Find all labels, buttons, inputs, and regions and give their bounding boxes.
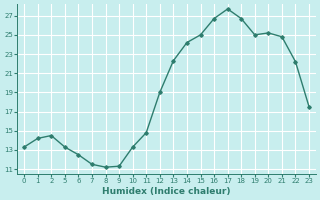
X-axis label: Humidex (Indice chaleur): Humidex (Indice chaleur)	[102, 187, 231, 196]
